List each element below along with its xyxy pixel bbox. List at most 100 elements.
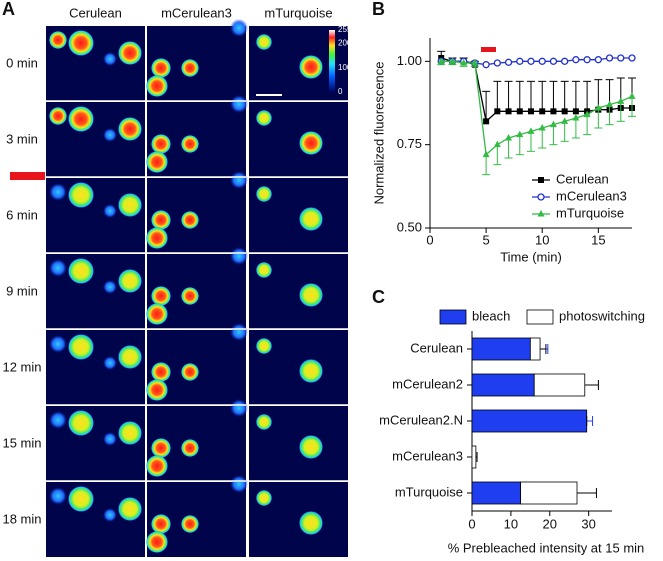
legend-label: mCerulean3 (556, 188, 627, 203)
cell-spot (68, 182, 94, 208)
error-bar (571, 118, 580, 139)
cell-spot (103, 432, 117, 446)
bar (533, 373, 586, 397)
marker (516, 130, 524, 138)
image-cell (249, 330, 348, 405)
cell-spot (103, 356, 117, 370)
panel-letter: C (372, 287, 385, 307)
marker (538, 57, 546, 65)
cell-spot (181, 515, 199, 533)
error-bar (549, 124, 558, 146)
series-line (441, 57, 632, 123)
image-cell (146, 247, 248, 329)
error-bar (527, 80, 535, 112)
row-label: 3 min (6, 131, 38, 146)
marker (572, 56, 580, 64)
row-label: 0 min (6, 55, 38, 70)
error-bar (475, 452, 478, 462)
bar (471, 409, 588, 433)
panel-c: C 0 10 20 30 % Prebleached intensity at 15 m… (372, 287, 645, 556)
bar (471, 373, 535, 397)
panel-b: B 0.50 0.75 1.00 0 5 10 15 Time (min) Normalized… (371, 0, 636, 264)
cell-spot (256, 414, 272, 430)
marker (628, 54, 636, 62)
marker (561, 57, 569, 65)
panel-letter: B (372, 0, 385, 19)
x-tick-label: 0 (468, 516, 475, 531)
error-bar (538, 128, 547, 149)
cell-spot (146, 303, 168, 325)
cell-spot (299, 435, 323, 459)
cell-spot (299, 207, 323, 231)
colorbar-tick-label: 200 (338, 38, 352, 47)
bar (471, 481, 522, 505)
error-bar (527, 131, 535, 152)
cell-spot (49, 183, 67, 201)
row-label: 12 min (2, 359, 41, 374)
image-cell (46, 406, 145, 481)
cell-spot (146, 531, 168, 553)
cell-spot (118, 345, 142, 369)
legend-label: mTurquoise (556, 205, 624, 220)
y-tick-label: 1.00 (397, 53, 422, 68)
error-bar (515, 134, 524, 156)
marker (606, 100, 614, 108)
marker (583, 56, 591, 64)
image-cell (146, 95, 248, 177)
marker (561, 117, 569, 124)
marker (528, 108, 534, 115)
cell-spot (151, 514, 171, 534)
marker (538, 177, 544, 183)
marker (537, 193, 545, 201)
marker (594, 104, 602, 111)
legend-swatch (439, 309, 467, 325)
legend-swatch (526, 309, 554, 325)
image-cell (46, 330, 145, 405)
error-bar (577, 488, 597, 498)
image-cell (146, 19, 248, 101)
error-bar (493, 80, 502, 112)
marker (550, 108, 557, 115)
error-bar (540, 344, 547, 354)
cell-spot (151, 58, 171, 78)
marker (561, 108, 568, 115)
bleach-marker (10, 172, 45, 180)
panel-a: A Cerulean mCerulean3 mTurquoise 0 min 3 min… (2, 0, 352, 557)
cell-spot (146, 151, 168, 173)
cell-spot (151, 210, 171, 230)
y-tick-label: 0.50 (397, 219, 422, 234)
image-cell (146, 323, 248, 405)
marker (527, 57, 535, 65)
error-bar (482, 154, 491, 176)
cell-spot (230, 247, 248, 265)
marker (549, 120, 557, 128)
cell-spot (151, 438, 171, 458)
y-tick-label: Cerulean (410, 340, 463, 355)
column-header: mTurquoise (264, 5, 332, 20)
marker (572, 114, 580, 121)
bar (471, 445, 477, 469)
y-axis-label: Normalized fluorescence (371, 61, 386, 204)
image-cell (46, 26, 145, 101)
colorbar-tick-label: 0 (338, 87, 343, 96)
error-bar (538, 80, 547, 112)
cell-spot (230, 171, 248, 189)
row-label: 6 min (6, 207, 38, 222)
image-cell (46, 254, 145, 329)
marker (505, 134, 513, 141)
cell-spot (146, 379, 168, 401)
marker (505, 108, 512, 115)
image-cell (46, 178, 145, 253)
x-tick-label: 10 (504, 516, 518, 531)
cell-spot (103, 128, 117, 142)
marker (493, 140, 501, 148)
series (437, 54, 636, 69)
error-bar (616, 101, 625, 122)
colorbar (329, 30, 335, 92)
marker (538, 124, 546, 131)
error-bar (594, 108, 603, 129)
cell-spot (103, 280, 117, 294)
x-tick-label: 30 (581, 516, 595, 531)
row-label: 9 min (6, 283, 38, 298)
cell-spot (151, 134, 171, 154)
